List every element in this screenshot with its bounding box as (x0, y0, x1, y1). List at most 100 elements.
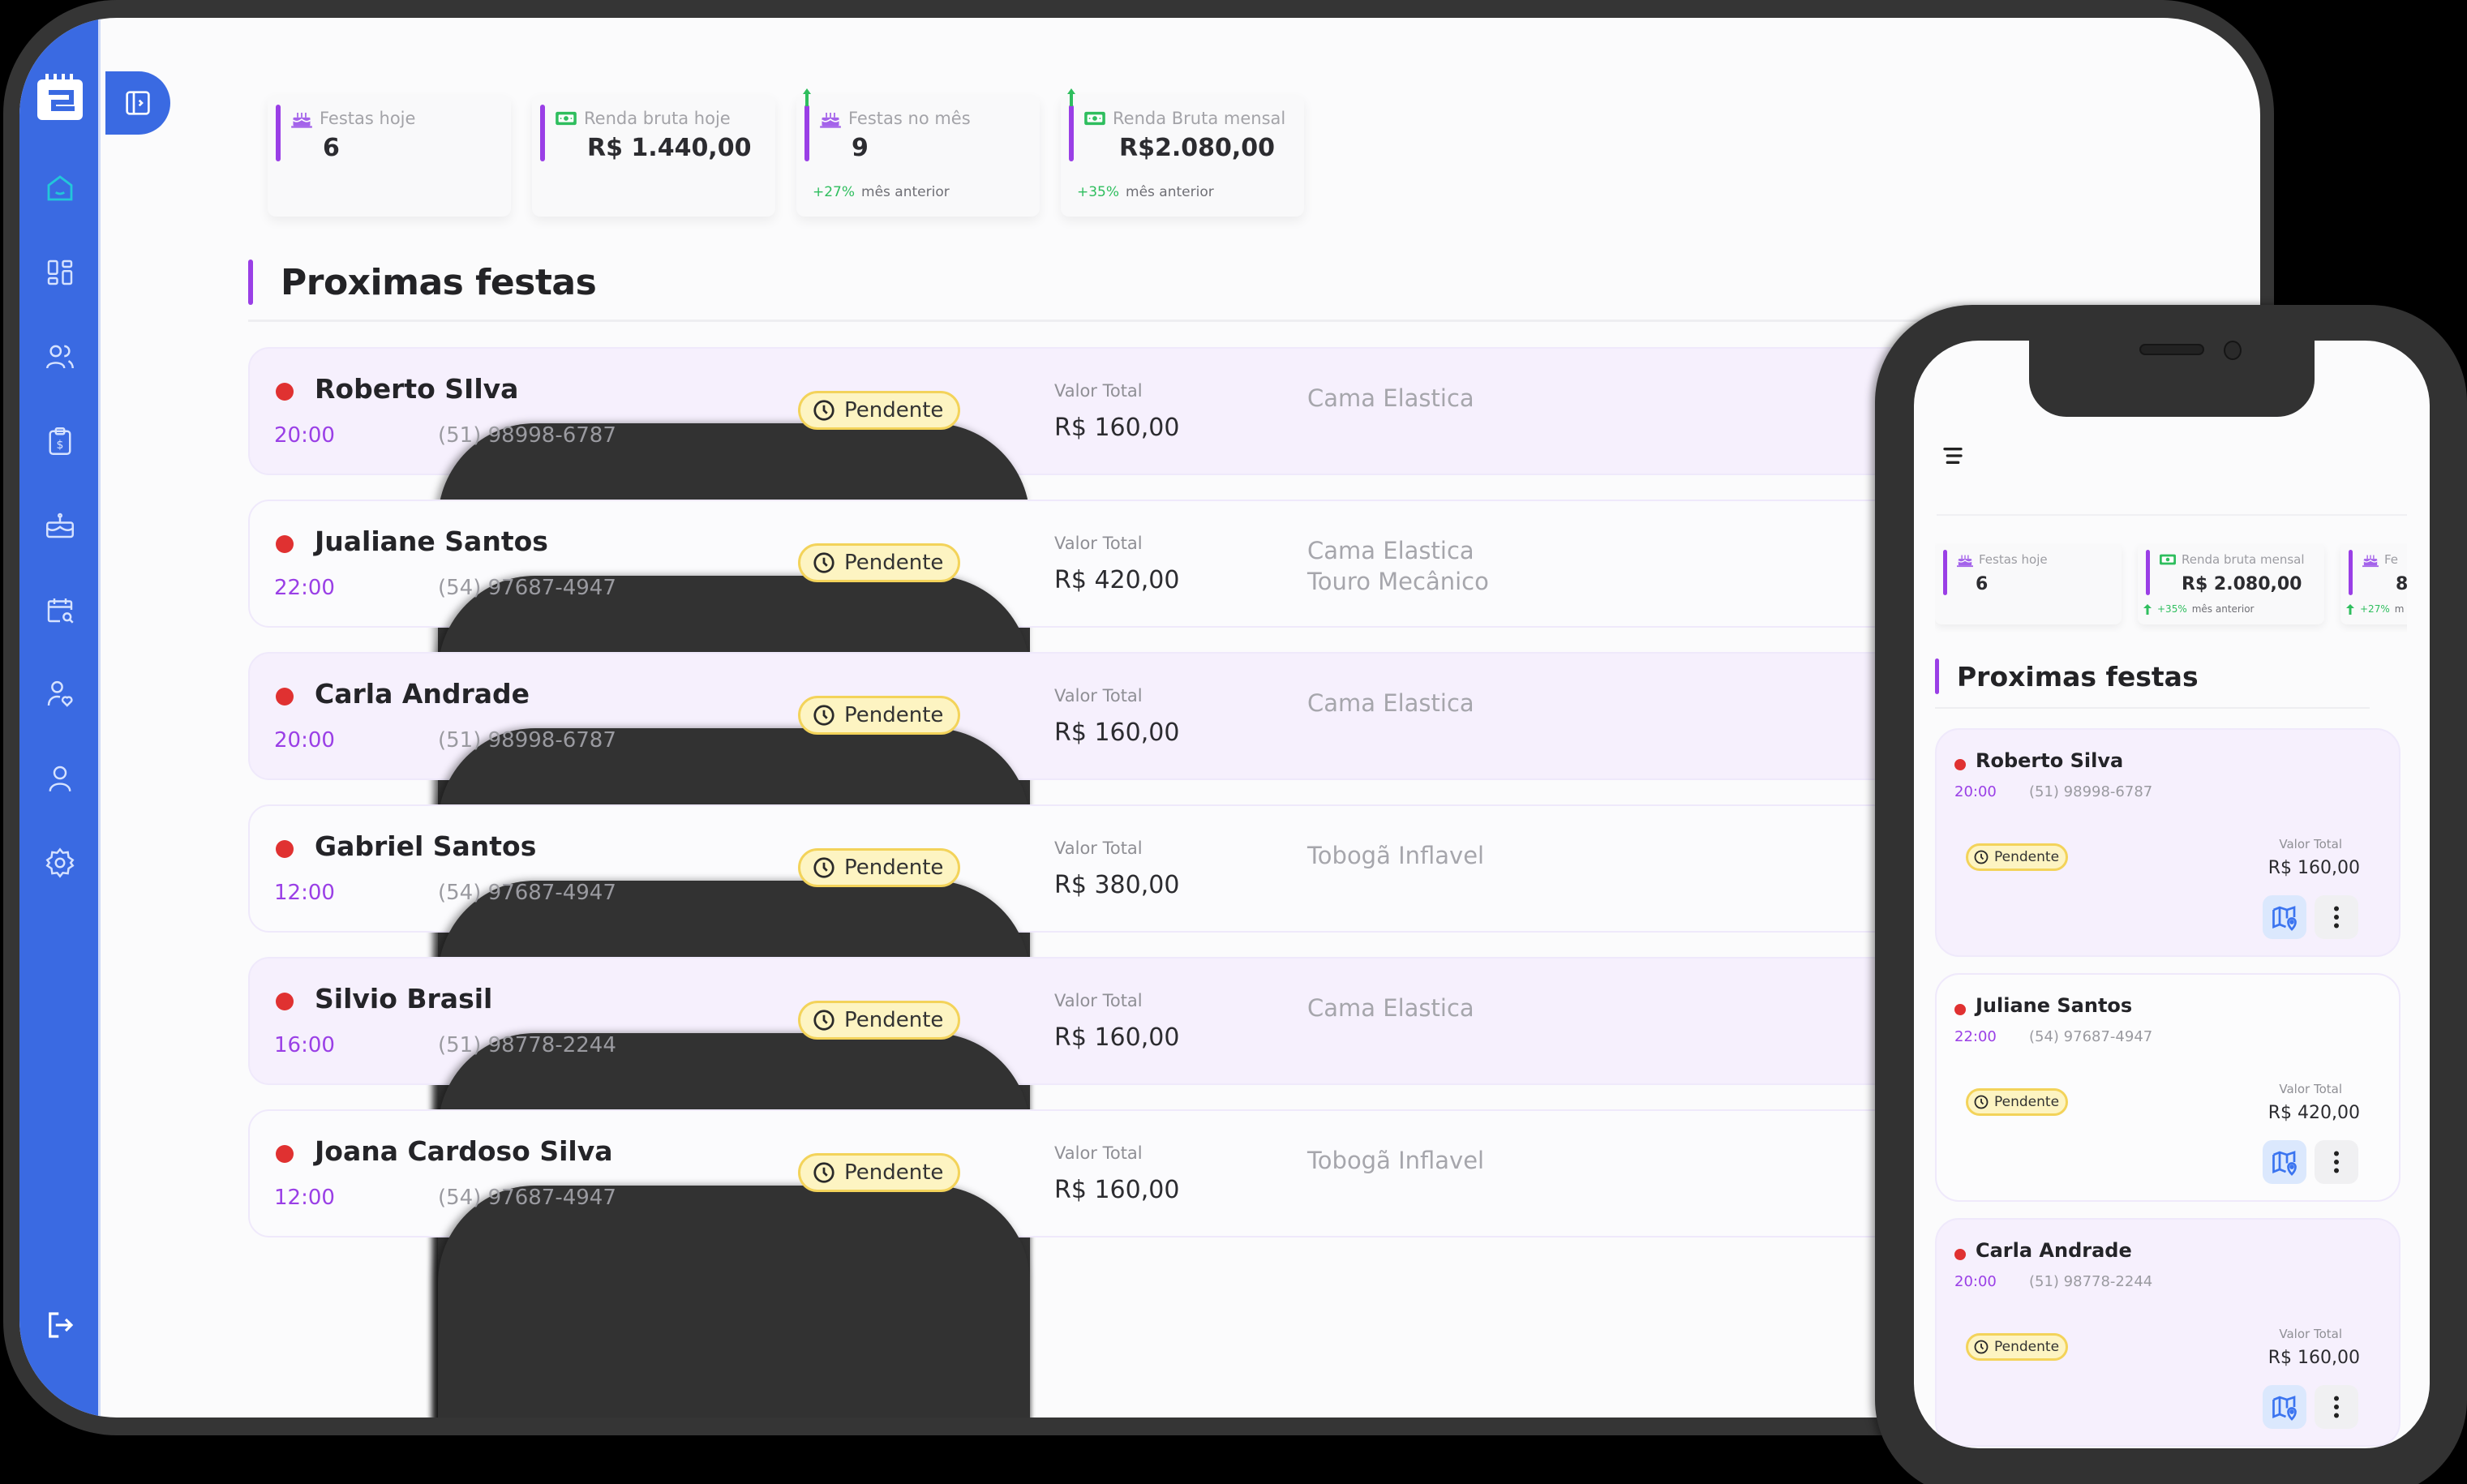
status-badge[interactable]: Pendente (798, 1153, 961, 1192)
card-accent-bar (1943, 550, 1947, 595)
more-options-button[interactable] (2315, 895, 2358, 939)
sidebar-item-home[interactable] (41, 169, 79, 208)
sidebar-item-finance[interactable]: $ (41, 422, 79, 461)
clock-icon (1974, 850, 1989, 864)
rental-items: Cama Elastica (1307, 688, 1474, 718)
card-accent-bar (804, 105, 809, 161)
total-value: R$ 160,00 (2267, 858, 2360, 878)
trend-note: mês anterior (2191, 603, 2255, 615)
stat-value: R$ 1.440,00 (587, 134, 752, 162)
stat-value: 6 (323, 134, 340, 162)
mobile-app-screen: Festas hoje 6 Renda bruta mensal R$ 2.08… (1914, 341, 2430, 1448)
party-time: 12:00 (274, 1186, 335, 1210)
total-value: R$ 420,00 (2267, 1103, 2360, 1123)
sidebar-item-dashboard[interactable] (41, 253, 79, 292)
stat-label: Renda Bruta mensal (1113, 109, 1286, 128)
clipboard-dollar-icon: $ (49, 427, 71, 455)
status-badge[interactable]: Pendente (798, 543, 961, 582)
mobile-stats-carousel[interactable]: Festas hoje 6 Renda bruta mensal R$ 2.08… (1935, 543, 2407, 633)
sidebar-item-user-favorites[interactable] (41, 675, 79, 714)
sidebar-expand-icon (126, 91, 150, 115)
users-icon (46, 345, 74, 369)
status-badge[interactable]: Pendente (798, 1001, 961, 1040)
client-name: Gabriel Santos (315, 830, 537, 862)
menu-button[interactable] (1937, 440, 1969, 472)
status-badge[interactable]: Pendente (798, 696, 961, 735)
client-phone: (54) 97687-4947 (2029, 1028, 2153, 1045)
more-options-button[interactable] (2315, 1140, 2358, 1184)
stat-trend: +35% mês anterior (2143, 603, 2254, 615)
sidebar-item-clients[interactable] (41, 337, 79, 376)
status-dot (276, 688, 294, 706)
status-badge[interactable]: Pendente (798, 391, 961, 430)
party-card[interactable]: Roberto Silva 20:00 (51) 98998-6787 Pend… (1935, 728, 2400, 957)
client-name: Jualiane Santos (315, 525, 548, 557)
rental-item: Tobogã Inflavel (1307, 1147, 1485, 1174)
card-accent-bar (540, 105, 545, 161)
sidebar-item-parties[interactable] (41, 506, 79, 545)
stat-value: R$ 2.080,00 (2182, 574, 2302, 594)
rental-item: Cama Elastica (1307, 994, 1474, 1022)
total-label: Valor Total (1054, 686, 1143, 706)
map-location-button[interactable] (2263, 1140, 2306, 1184)
party-time: 22:00 (1954, 1028, 1997, 1045)
settings-gear-icon (45, 847, 75, 878)
calendar-search-icon (47, 598, 74, 624)
stat-card-festas-no-mes: Festas no mês 9 +27% mês anterior (796, 88, 1040, 217)
cake-icon (2362, 555, 2379, 568)
party-time: 20:00 (1954, 783, 1997, 800)
map-location-button[interactable] (2263, 1385, 2306, 1429)
stat-label: Renda bruta hoje (584, 109, 731, 128)
status-label: Pendente (844, 398, 944, 422)
total-label: Valor Total (1054, 991, 1143, 1010)
more-options-button[interactable] (2315, 1385, 2358, 1429)
total-value: R$ 160,00 (2267, 1348, 2360, 1368)
party-card[interactable]: Carla Andrade 20:00 (51) 98778-2244 Pend… (1935, 1218, 2400, 1447)
trend-up-arrow-icon (2346, 604, 2354, 615)
map-pin-icon (2272, 1151, 2297, 1176)
status-dot (1954, 1004, 1966, 1015)
total-value: R$ 160,00 (1054, 1176, 1180, 1204)
total-label: Valor Total (1054, 1143, 1143, 1163)
dashboard-grid-icon (47, 259, 73, 285)
client-phone: (54) 97687-4947 (438, 1186, 1030, 1418)
user-heart-icon (47, 680, 73, 707)
calendar-logo-icon[interactable] (34, 71, 86, 123)
logout-button[interactable] (41, 1306, 79, 1345)
sidebar-item-calendar[interactable] (41, 590, 79, 629)
party-time: 12:00 (274, 881, 335, 905)
stat-label: Festas hoje (1979, 552, 2048, 567)
status-label: Pendente (1994, 849, 2060, 865)
client-name: Joana Cardoso Silva (315, 1135, 613, 1167)
title-accent-bar (248, 259, 253, 305)
sidebar-item-settings[interactable] (41, 843, 79, 882)
status-badge[interactable]: Pendente (1966, 1333, 2069, 1361)
money-icon (2160, 554, 2176, 565)
client-name: Carla Andrade (315, 678, 530, 710)
map-pin-icon (2272, 1396, 2297, 1421)
trend-percent: +27% (2360, 603, 2390, 615)
rental-items: Cama Elastica (1307, 383, 1474, 414)
status-badge[interactable]: Pendente (1966, 1088, 2069, 1116)
status-badge[interactable]: Pendente (798, 848, 961, 887)
sidebar-toggle-button[interactable] (105, 71, 170, 135)
status-badge[interactable]: Pendente (1966, 843, 2069, 871)
more-vertical-icon (2334, 1396, 2339, 1418)
rental-item: Tobogã Inflavel (1307, 842, 1485, 869)
party-time: 16:00 (274, 1033, 335, 1057)
sidebar-item-profile[interactable] (41, 759, 79, 798)
trend-percent: +35% (1077, 184, 1120, 200)
user-icon (49, 766, 71, 792)
title-accent-bar (1935, 658, 1939, 694)
party-time: 20:00 (274, 423, 335, 448)
map-location-button[interactable] (2263, 895, 2306, 939)
trend-up-arrow-icon (1067, 88, 1075, 106)
more-vertical-icon (2334, 906, 2339, 929)
rental-item: Cama Elastica (1307, 689, 1474, 717)
client-name: Juliane Santos (1976, 994, 2133, 1017)
party-card[interactable]: Juliane Santos 22:00 (54) 97687-4947 Pen… (1935, 973, 2400, 1202)
status-label: Pendente (844, 703, 944, 727)
status-dot (276, 840, 294, 858)
divider (1935, 707, 2370, 709)
stat-trend: +27% mês anterior (813, 184, 950, 200)
